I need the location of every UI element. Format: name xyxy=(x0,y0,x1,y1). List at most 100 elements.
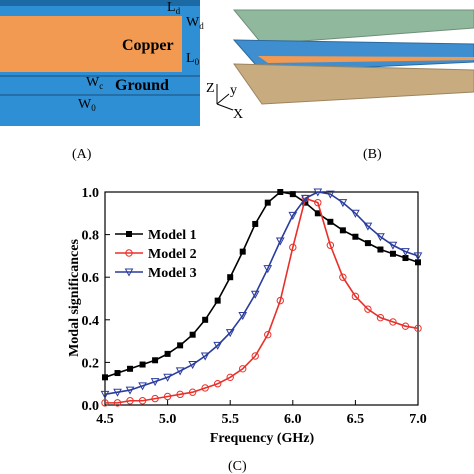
marker xyxy=(188,388,197,396)
marker xyxy=(138,397,147,405)
marker xyxy=(326,190,335,199)
marker xyxy=(402,255,409,262)
legend-label: Model 3 xyxy=(148,266,197,281)
marker xyxy=(363,222,373,231)
marker xyxy=(351,209,360,218)
marker xyxy=(126,397,134,405)
x-tick-label: 4.5 xyxy=(96,412,114,427)
marker xyxy=(189,331,196,338)
ground-label: Ground xyxy=(115,77,169,94)
dim-label: Wc xyxy=(86,75,103,91)
legend-label: Model 2 xyxy=(148,247,197,262)
x-axis-title: Frequency (GHz) xyxy=(210,431,315,446)
panel-label: (C) xyxy=(228,459,247,474)
marker xyxy=(300,194,310,203)
marker xyxy=(125,386,135,395)
marker xyxy=(314,198,322,207)
marker xyxy=(227,274,234,281)
marker xyxy=(177,342,184,349)
marker xyxy=(314,210,321,217)
marker xyxy=(289,191,296,198)
marker xyxy=(239,248,246,255)
marker xyxy=(389,318,397,326)
marker xyxy=(401,248,410,257)
marker xyxy=(377,246,384,253)
marker xyxy=(352,233,359,240)
panel-label: (A) xyxy=(72,147,92,162)
marker xyxy=(415,259,421,266)
marker xyxy=(202,316,209,323)
marker xyxy=(151,394,159,403)
dim-label: Ld xyxy=(167,0,181,16)
marker xyxy=(213,380,222,388)
marker xyxy=(102,374,108,381)
legend-label: Model 1 xyxy=(148,228,197,243)
marker xyxy=(389,250,396,257)
series-line xyxy=(104,191,419,396)
legend-marker xyxy=(125,249,133,257)
top-plate xyxy=(232,9,474,45)
marker xyxy=(150,378,160,387)
marker xyxy=(225,329,235,338)
y-tick-label: 0.0 xyxy=(82,399,100,414)
copper-label: Copper xyxy=(122,37,174,54)
marker xyxy=(276,296,284,305)
marker xyxy=(401,322,410,330)
marker xyxy=(327,218,334,225)
chart: Frequency (GHz) Modal significances (C) … xyxy=(67,186,427,474)
marker xyxy=(376,233,385,242)
marker xyxy=(313,188,323,197)
y-tick-label: 0.6 xyxy=(82,271,100,286)
x-tick-label: 7.0 xyxy=(409,412,427,427)
marker xyxy=(213,341,223,350)
marker xyxy=(113,399,122,407)
marker xyxy=(127,365,134,372)
marker xyxy=(214,297,221,304)
x-tick-label: 6.5 xyxy=(347,412,365,427)
marker xyxy=(338,199,348,208)
marker xyxy=(201,384,209,392)
marker xyxy=(250,290,260,299)
marker xyxy=(176,390,184,399)
marker xyxy=(413,252,423,261)
marker xyxy=(414,324,422,333)
marker xyxy=(114,370,121,377)
legend-marker xyxy=(126,231,132,237)
y-tick-label: 1.0 xyxy=(82,186,100,201)
copper-strip xyxy=(0,16,182,72)
marker xyxy=(164,350,171,357)
marker xyxy=(288,211,298,220)
series-line xyxy=(104,191,419,379)
marker xyxy=(376,313,385,322)
marker xyxy=(139,361,146,368)
panel-b: Z y X (B) xyxy=(206,9,474,162)
y-tick-label: 0.2 xyxy=(82,356,100,371)
marker xyxy=(264,331,272,339)
marker xyxy=(100,390,110,399)
y-tick-label: 0.4 xyxy=(82,314,100,329)
marker xyxy=(339,273,347,281)
marker xyxy=(263,265,273,274)
legend-marker xyxy=(124,268,134,277)
marker xyxy=(200,352,210,361)
marker xyxy=(364,305,372,313)
marker xyxy=(289,243,297,252)
x-tick-label: 5.0 xyxy=(159,412,177,427)
marker xyxy=(175,367,185,376)
axis-y xyxy=(216,93,230,105)
axis-label: Z xyxy=(206,81,215,96)
dim-label: Wd xyxy=(186,15,204,31)
y-tick-label: 0.8 xyxy=(82,229,100,244)
marker xyxy=(239,365,247,373)
marker xyxy=(252,220,259,227)
dim-label: L0 xyxy=(186,51,200,67)
marker xyxy=(339,227,346,234)
marker xyxy=(326,241,335,249)
middle-plate xyxy=(232,39,474,73)
marker xyxy=(251,352,259,360)
panel-label: (B) xyxy=(363,147,382,162)
y-axis-title: Modal significances xyxy=(67,239,82,357)
marker xyxy=(152,357,159,364)
marker xyxy=(138,382,147,391)
